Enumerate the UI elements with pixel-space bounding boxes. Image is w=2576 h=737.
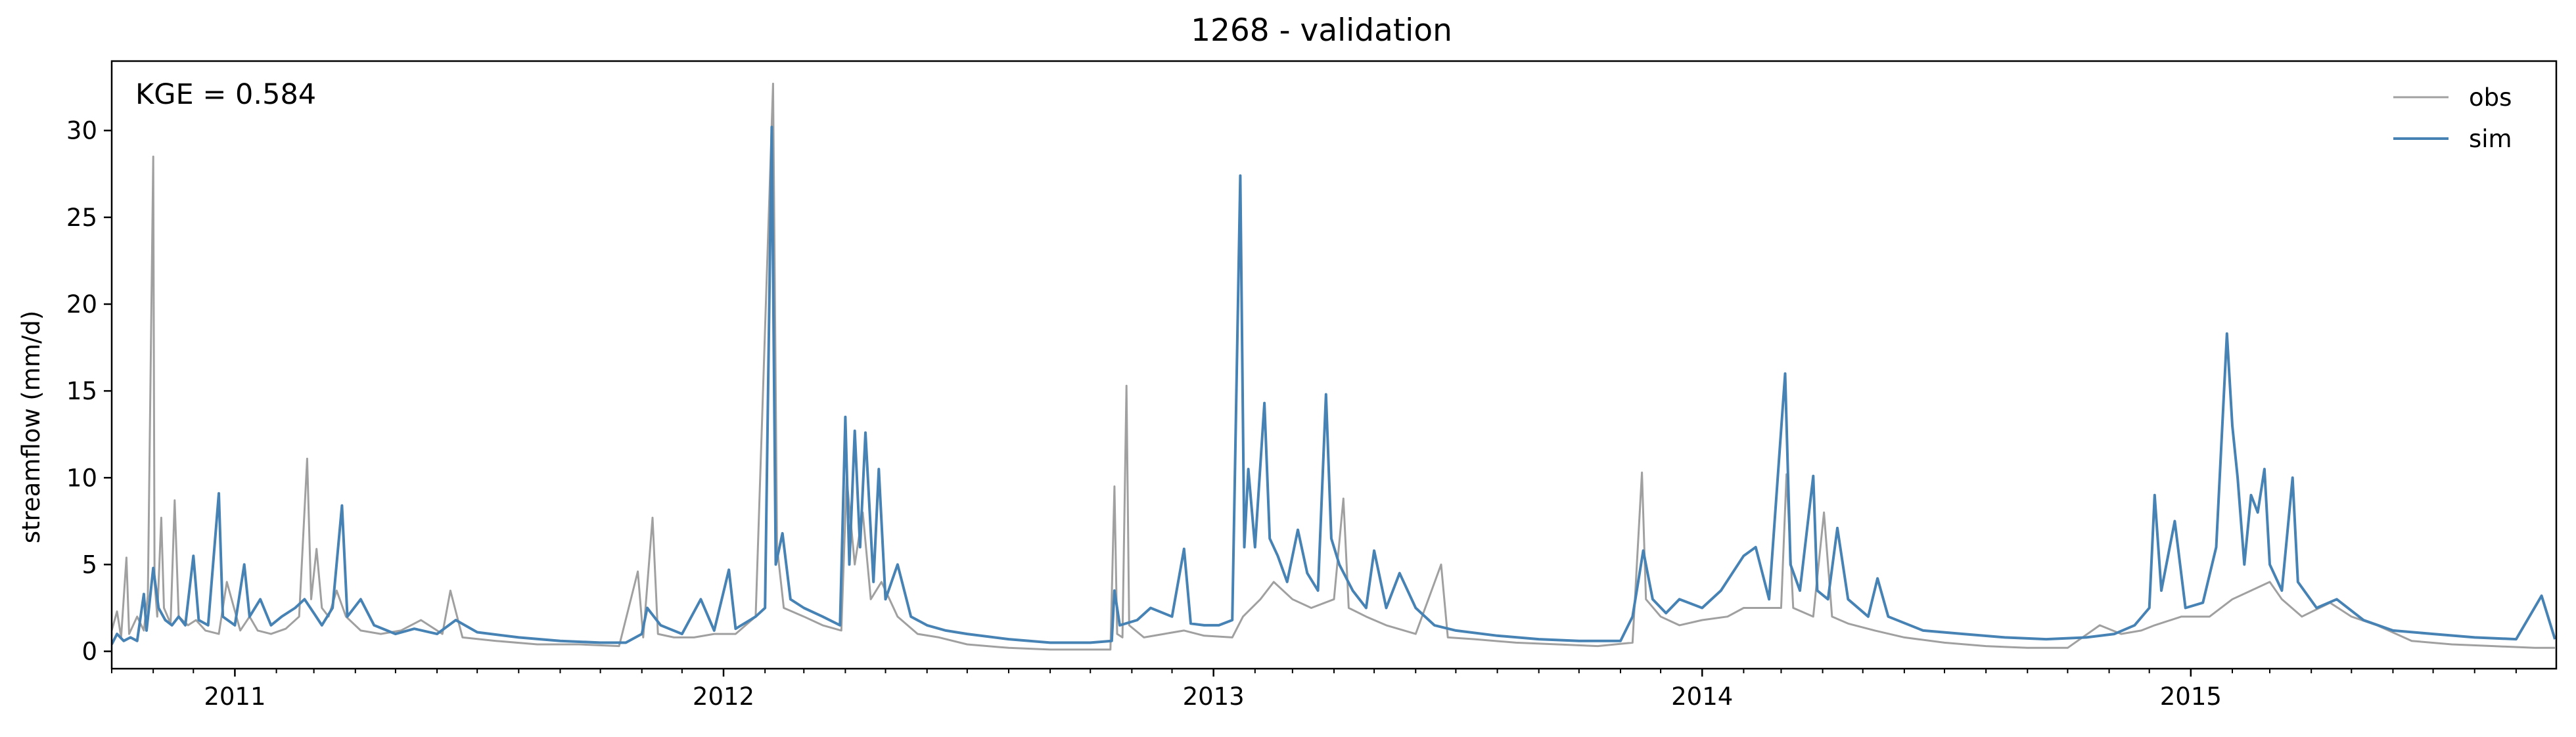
plot-frame [110,60,2558,670]
y-axis-label: streamflow (mm/d) [17,311,45,544]
legend-label-sim: sim [2469,125,2512,153]
x-tick-label: 2013 [1183,682,1245,711]
y-tick-label: 10 [66,464,97,492]
y-tick-label: 30 [66,117,97,145]
series-line-obs [112,82,2555,651]
x-tick-label: 2015 [2160,682,2222,711]
y-tick-label: 25 [66,204,97,232]
y-tick-label: 5 [81,550,97,579]
axes-layer: 0 5 10 15 20 25 30 2011 2012 2013 2014 2015 [66,117,2517,711]
y-tick-label: 20 [66,290,97,319]
x-tick-label: 2012 [693,682,754,711]
legend-label-obs: obs [2469,83,2512,112]
series-layer [112,82,2556,651]
y-tick-label: 0 [81,638,97,666]
kge-annotation: KGE = 0.584 [135,78,316,111]
legend: obs sim [2393,83,2512,153]
y-tick-label: 15 [66,377,97,405]
chart-title: 1268 - validation [1191,12,1452,49]
x-tick-label: 2011 [204,682,265,711]
x-tick-label: 2014 [1671,682,1733,711]
series-line-sim [112,125,2556,645]
